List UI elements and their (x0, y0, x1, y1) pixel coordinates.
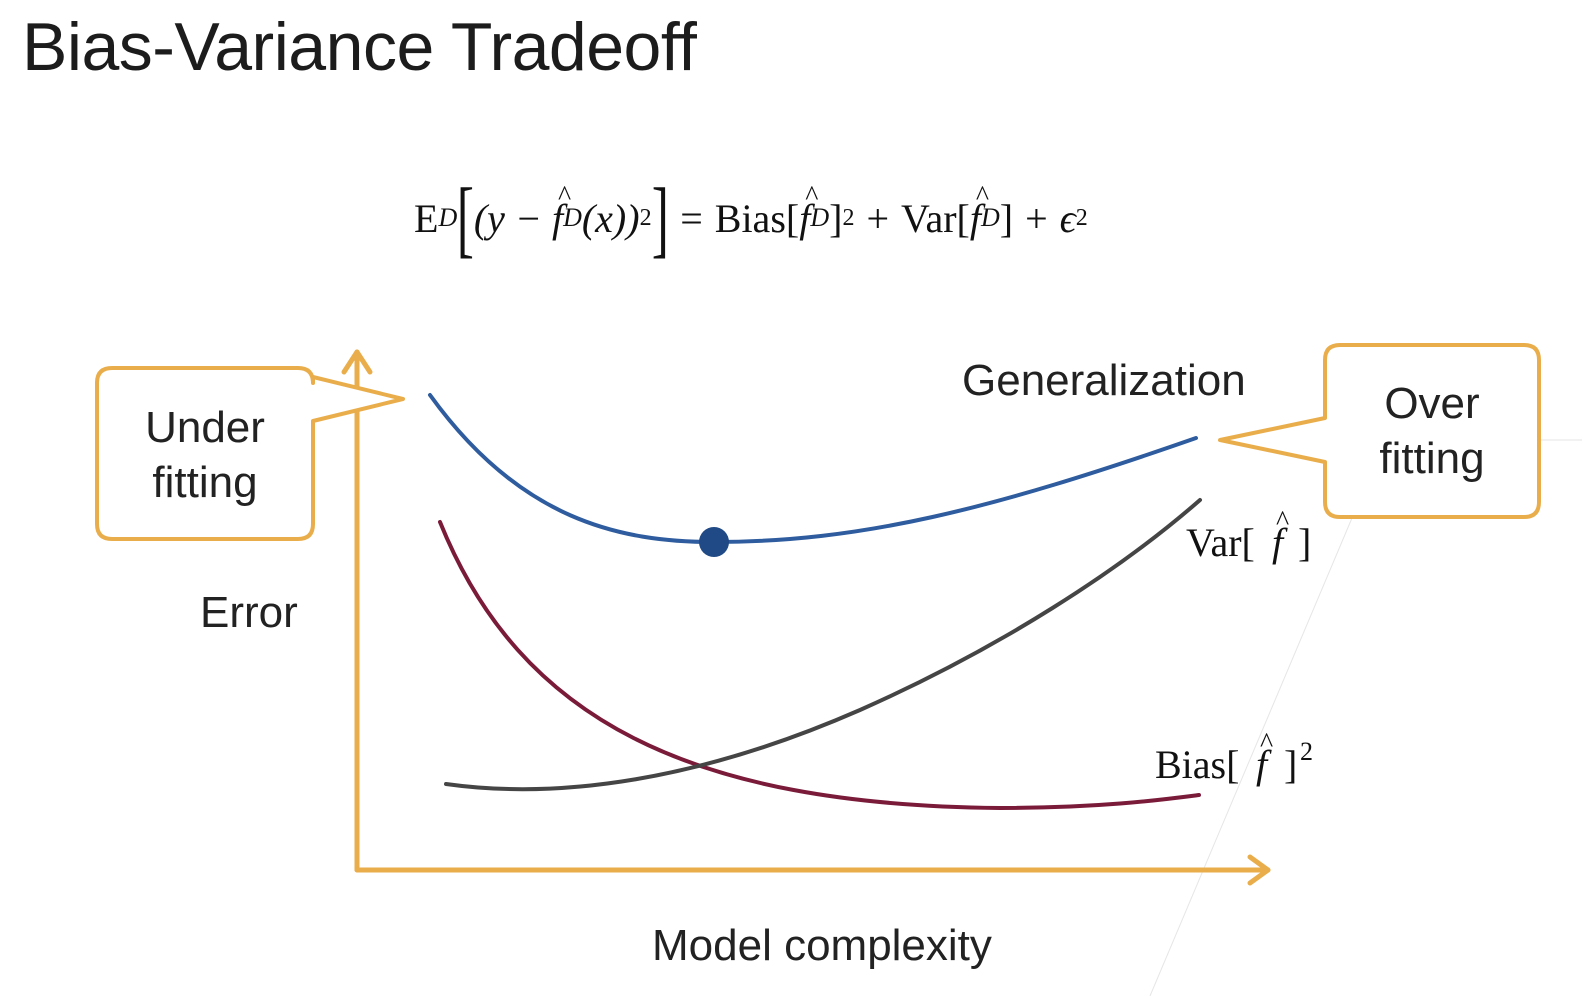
formula-equals: = (680, 195, 703, 241)
formula-inner-close: (x)) (581, 195, 640, 241)
x-axis-arrowhead (1247, 854, 1271, 886)
overfitting-callout-outline (1218, 343, 1541, 519)
formula-epsilon: ϵ (1059, 195, 1076, 241)
formula-var-fhat: f (970, 181, 989, 242)
error-axis-label: Error (200, 588, 298, 637)
y-axis-arrowhead (341, 349, 373, 375)
slide-title: Bias-Variance Tradeoff (22, 9, 697, 85)
underfitting-label-line1: Under (145, 403, 265, 452)
variance-label: Var[ f ^ ] (1186, 506, 1311, 565)
formula-var: Var[ (901, 195, 970, 241)
overfitting-label-line2: fitting (1379, 434, 1484, 483)
variance-label-hat: ^ (1276, 506, 1289, 537)
variance-curve (444, 498, 1202, 792)
axes (341, 349, 1271, 886)
bias-label: Bias[ f ^ ] 2 (1155, 728, 1313, 787)
formula-right-bracket: ] (651, 170, 669, 266)
formula-bias-close: ] (829, 195, 843, 241)
underfitting-label-line2: fitting (152, 458, 257, 507)
formula-left-bracket: [ (456, 170, 475, 266)
formula-plus-1: + (866, 195, 889, 241)
bias-label-close: ] (1284, 742, 1297, 787)
variance-label-close: ] (1298, 520, 1311, 565)
decorative-guide-line (1149, 517, 1353, 996)
bias-curve (438, 520, 1201, 811)
formula-bias-fhat: f (799, 181, 818, 242)
formula-expectation: E (414, 195, 439, 241)
generalization-curve (428, 393, 1198, 545)
bias-label-hat: ^ (1260, 728, 1273, 759)
generalization-label: Generalization (962, 356, 1246, 405)
bias-label-bias: Bias[ (1155, 742, 1239, 787)
model-complexity-axis-label: Model complexity (652, 921, 992, 970)
underfitting-callout-outline (95, 366, 405, 541)
optimum-point (699, 527, 729, 557)
overfitting-label-line1: Over (1384, 379, 1479, 428)
bias-variance-formula: E D [ (y − f D (x)) 2 ] = Bias[ f D ] 2 … (414, 168, 1088, 268)
underfitting-callout-bubble (97, 368, 403, 539)
formula-bias: Bias[ (714, 195, 800, 241)
variance-label-var: Var[ (1186, 520, 1255, 565)
bias-label-power: 2 (1300, 737, 1313, 766)
formula-inner-open: (y − (473, 195, 542, 241)
formula-plus-2: + (1025, 195, 1048, 241)
formula-var-close: ] (999, 195, 1014, 241)
formula-fhat: f (552, 181, 571, 242)
